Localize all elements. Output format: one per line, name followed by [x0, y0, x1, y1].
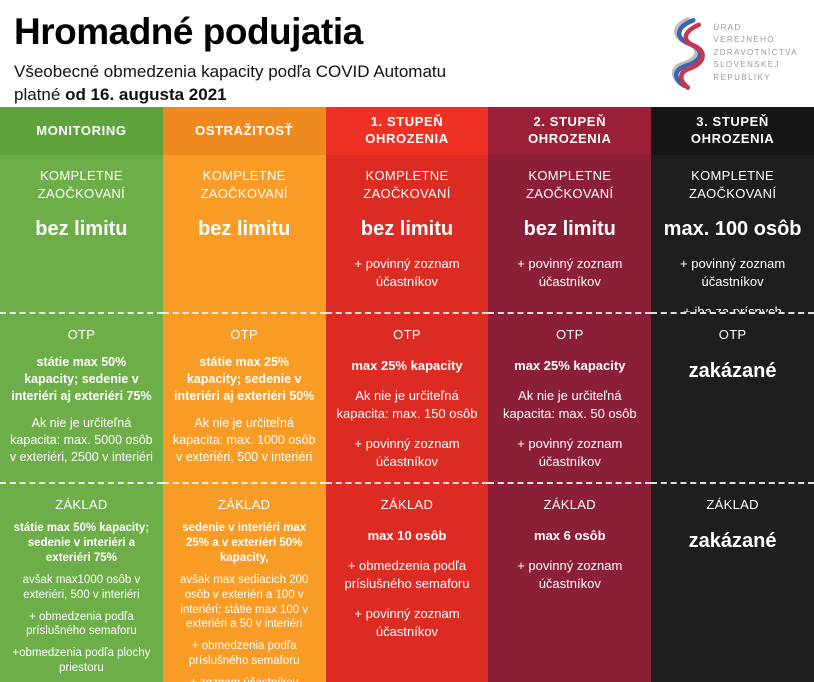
- column-header-ostrazitost: OSTRAŽITOSŤ: [162, 107, 326, 156]
- cell-ostrazitost-vaccinated: KOMPLETNE ZAOČKOVANÍ bez limitu: [163, 155, 326, 312]
- cell-stupen2-otp: OTP max 25% kapacity Ak nie je určiteľná…: [488, 312, 652, 482]
- cell-stupen1-vaccinated: KOMPLETNE ZAOČKOVANÍ bez limitu + povinn…: [326, 155, 489, 312]
- uvz-logo: ÚRAD VEREJNÉHO ZDRAVOTNÍCTVA SLOVENSKEJ …: [666, 12, 798, 92]
- cell-stupen2-vaccinated: KOMPLETNE ZAOČKOVANÍ bez limitu + povinn…: [488, 155, 651, 312]
- cell-ostrazitost-otp: OTP státie max 25% kapacity; sedenie v i…: [162, 312, 326, 482]
- cell-highlight: zakázané: [688, 529, 777, 552]
- header-text: Hromadné podujatia Všeobecné obmedzenia …: [14, 11, 446, 108]
- restriction-extra: +obmedzenia podľa plochy priestoru: [12, 647, 151, 675]
- cell-highlight: bez limitu: [523, 218, 616, 241]
- restriction-bold: max 25% kapacity: [351, 357, 463, 373]
- subtitle-valid-date: od 16. augusta 2021: [65, 85, 227, 105]
- restriction-extra: + obmedzenia podľa príslušného semaforu: [344, 558, 470, 591]
- subtitle-line1: Všeobecné obmedzenia kapacity podľa COVI…: [14, 61, 447, 81]
- restriction-extra: + povinný zoznam účastníkov: [517, 558, 623, 591]
- restriction-bold: státie max 50% kapacity; sedenie v inter…: [11, 354, 152, 403]
- logo-line: REPUBLIKY: [713, 72, 771, 82]
- logo-line: ZDRAVOTNÍCTVA: [713, 47, 798, 57]
- cell-stupen1-otp: OTP max 25% kapacity Ak nie je určiteľná…: [325, 312, 489, 482]
- restriction-extra: + povinný zoznam účastníkov: [680, 256, 786, 289]
- restriction-note: Ak nie je určiteľná kapacita: max. 1000 …: [172, 416, 316, 465]
- cell-stupen3-vaccinated: KOMPLETNE ZAOČKOVANÍ max. 100 osôb + pov…: [651, 155, 814, 312]
- restriction-extra: + obmedzenia podľa príslušného semaforu: [26, 610, 137, 638]
- cell-highlight: bez limitu: [198, 218, 291, 241]
- cell-label: KOMPLETNE ZAOČKOVANÍ: [200, 168, 288, 201]
- cell-label: OTP: [67, 327, 96, 343]
- restrictions-table: MONITORING KOMPLETNE ZAOČKOVANÍ bez limi…: [0, 107, 814, 682]
- logo-line: SLOVENSKEJ: [713, 60, 780, 70]
- restriction-note: Ak nie je určiteľná kapacita: max. 50 os…: [502, 388, 637, 421]
- cell-highlight: zakázané: [688, 359, 777, 382]
- column-header-stupen-3: 3. STUPEŇ OHROZENIA: [651, 107, 814, 156]
- cell-stupen3-otp: OTP zakázané: [651, 312, 814, 482]
- cell-highlight: bez limitu: [360, 218, 454, 241]
- restriction-note: Ak nie je určiteľná kapacita: max. 5000 …: [9, 416, 153, 465]
- restriction-extra: + obmedzenia podľa príslušného semaforu: [188, 640, 300, 668]
- logo-line: VEREJNÉHO: [713, 35, 775, 45]
- restriction-bold: max 6 osôb: [534, 527, 606, 543]
- restriction-extra: + povinný zoznam účastníkov: [354, 436, 460, 470]
- cell-label: ZÁKLAD: [218, 497, 271, 513]
- column-header-stupen-1: 1. STUPEŇ OHROZENIA: [325, 107, 489, 156]
- cell-stupen2-zaklad: ZÁKLAD max 6 osôb + povinný zoznam účast…: [488, 482, 652, 682]
- column-stupen-3: 3. STUPEŇ OHROZENIA KOMPLETNE ZAOČKOVANÍ…: [651, 107, 814, 682]
- cell-label: OTP: [718, 327, 747, 343]
- cell-label: ZÁKLAD: [543, 497, 596, 513]
- logo-line: ÚRAD: [713, 23, 742, 32]
- cell-label: ZÁKLAD: [380, 497, 434, 513]
- cell-label: KOMPLETNE ZAOČKOVANÍ: [688, 168, 777, 201]
- cell-label: ZÁKLAD: [55, 497, 108, 513]
- restriction-extra: + povinný zoznam účastníkov: [354, 606, 460, 640]
- restriction-extra: + povinný zoznam účastníkov: [517, 256, 623, 289]
- header: Hromadné podujatia Všeobecné obmedzenia …: [0, 0, 814, 107]
- restriction-bold: max 25% kapacity: [514, 357, 626, 373]
- cell-highlight: max. 100 osôb: [663, 218, 802, 241]
- cell-label: ZÁKLAD: [706, 497, 759, 513]
- column-monitoring: MONITORING KOMPLETNE ZAOČKOVANÍ bez limi…: [0, 107, 163, 682]
- restriction-note: avšak max1000 osôb v exteriéri, 500 v in…: [22, 573, 141, 601]
- cell-label: KOMPLETNE ZAOČKOVANÍ: [363, 168, 451, 201]
- dna-helix-icon: [666, 14, 706, 92]
- column-header-stupen-2: 2. STUPEŇ OHROZENIA: [488, 107, 652, 156]
- restriction-bold: max 10 osôb: [367, 527, 447, 543]
- cell-monitoring-vaccinated: KOMPLETNE ZAOČKOVANÍ bez limitu: [0, 155, 163, 312]
- uvz-logo-text: ÚRAD VEREJNÉHO ZDRAVOTNÍCTVA SLOVENSKEJ …: [713, 14, 798, 84]
- cell-stupen3-zaklad: ZÁKLAD zakázané: [651, 482, 814, 682]
- column-header-monitoring: MONITORING: [0, 107, 163, 156]
- restriction-extra: + iba za prísnych opatrení: [683, 304, 782, 313]
- cell-stupen1-zaklad: ZÁKLAD max 10 osôb + obmedzenia podľa pr…: [325, 482, 489, 682]
- restriction-extra: + povinný zoznam účastníkov: [354, 256, 460, 289]
- cell-label: KOMPLETNE ZAOČKOVANÍ: [526, 168, 614, 201]
- cell-label: KOMPLETNE ZAOČKOVANÍ: [37, 168, 126, 201]
- restriction-note: Ak nie je určiteľná kapacita: max. 150 o…: [336, 388, 478, 421]
- restriction-bold: státie max 25% kapacity; sedenie v inter…: [174, 354, 315, 403]
- page-title: Hromadné podujatia: [14, 11, 363, 52]
- subtitle-valid-prefix: platné: [14, 85, 61, 105]
- cell-label: OTP: [393, 327, 421, 343]
- restriction-extra: + povinný zoznam účastníkov: [517, 436, 623, 470]
- cell-label: OTP: [555, 327, 584, 343]
- column-stupen-2: 2. STUPEŇ OHROZENIA KOMPLETNE ZAOČKOVANÍ…: [488, 107, 652, 682]
- cell-label: OTP: [230, 327, 258, 343]
- cell-monitoring-otp: OTP státie max 50% kapacity; sedenie v i…: [0, 312, 163, 482]
- restriction-extra: + zoznam účastníkov: [172, 676, 317, 682]
- restriction-bold: státie max 50% kapacity; sedenie v inter…: [13, 521, 150, 564]
- page-subtitle: Všeobecné obmedzenia kapacity podľa COVI…: [14, 60, 446, 108]
- column-ostrazitost: OSTRAŽITOSŤ KOMPLETNE ZAOČKOVANÍ bez lim…: [162, 107, 326, 682]
- column-stupen-1: 1. STUPEŇ OHROZENIA KOMPLETNE ZAOČKOVANÍ…: [325, 107, 489, 682]
- cell-monitoring-zaklad: ZÁKLAD státie max 50% kapacity; sedenie …: [0, 482, 163, 682]
- cell-highlight: bez limitu: [35, 218, 128, 241]
- restriction-note: avšak max sediacich 200 osôb v exteriéri…: [179, 573, 309, 631]
- restriction-bold: sedenie v interiéri max 25% a v exteriér…: [182, 521, 307, 564]
- cell-ostrazitost-zaklad: ZÁKLAD sedenie v interiéri max 25% a v e…: [162, 482, 326, 682]
